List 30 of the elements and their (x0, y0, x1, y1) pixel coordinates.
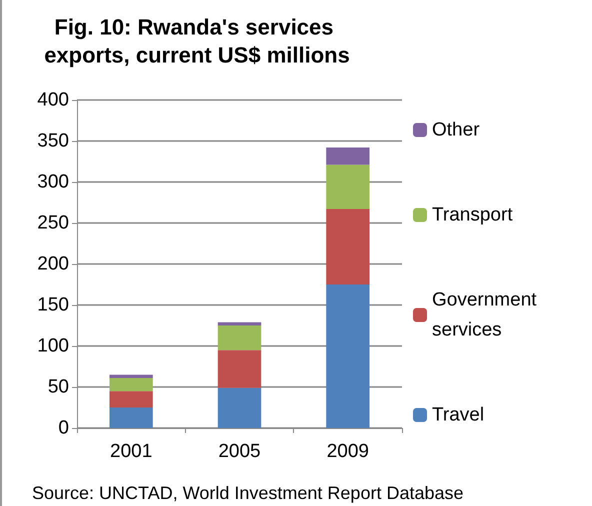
y-tick-label: 400 (37, 90, 69, 110)
bar (110, 378, 153, 392)
bar (326, 164, 370, 210)
y-tick-label: 200 (37, 254, 69, 274)
bar (110, 408, 153, 428)
bar (218, 350, 262, 388)
legend-label: Travel (432, 404, 484, 426)
bar (326, 209, 370, 284)
y-tick-label: 300 (37, 172, 69, 192)
bar (218, 322, 262, 326)
x-tick-label: 2001 (110, 441, 152, 462)
legend-label: Transport (432, 204, 514, 226)
bar (110, 374, 153, 378)
y-tick-label: 150 (37, 294, 69, 316)
legend-label: Other (432, 120, 480, 140)
bar (218, 388, 262, 428)
source-note: Source: UNCTAD, World Investment Report Database (32, 483, 464, 503)
y-tick-label: 100 (37, 336, 69, 356)
bar (110, 391, 153, 408)
y-tick-label: 250 (37, 212, 69, 234)
bar (326, 284, 370, 428)
chart-title: Fig. 10: Rwanda's services exports, current US$ millions (44, 14, 350, 68)
bar (326, 148, 370, 165)
legend-label: Government services (432, 290, 542, 340)
x-tick-label: 2005 (218, 441, 261, 462)
y-tick-label: 0 (58, 418, 69, 438)
bar (218, 326, 262, 350)
y-tick-label: 350 (37, 130, 69, 152)
x-tick-label: 2009 (326, 441, 369, 462)
y-tick-label: 50 (48, 376, 69, 398)
